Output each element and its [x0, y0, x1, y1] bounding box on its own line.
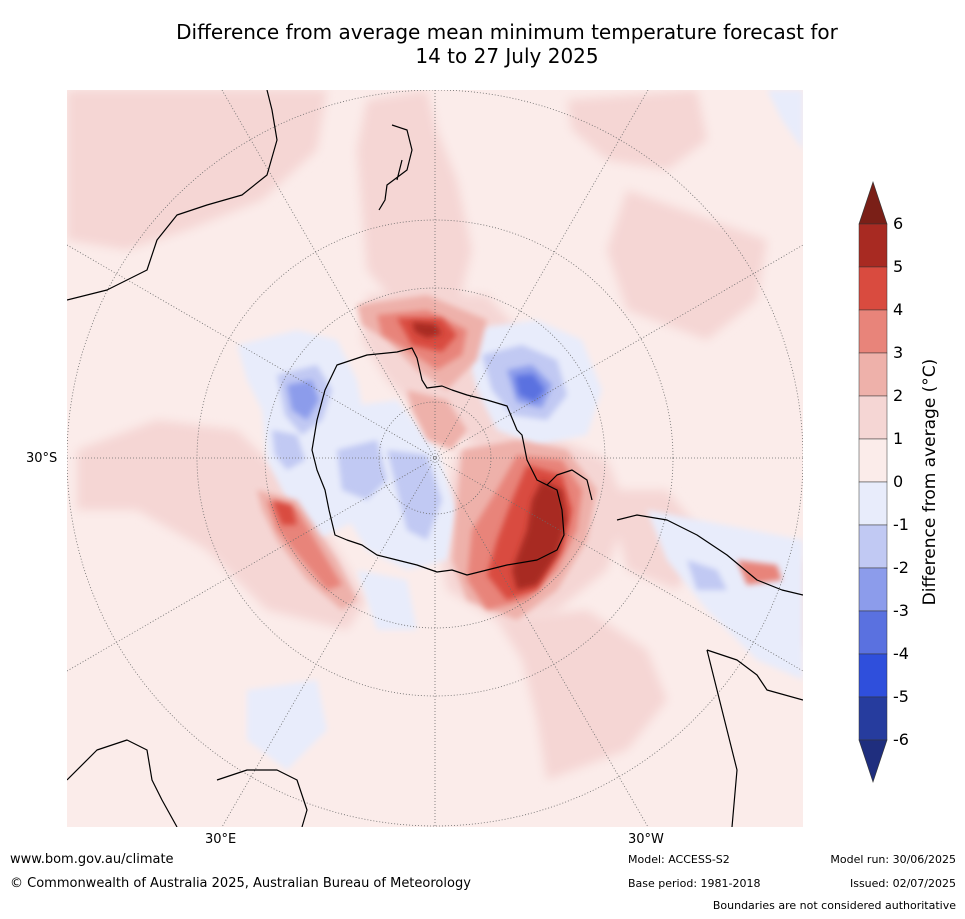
colorbar-segment	[858, 610, 888, 655]
colorbar-extension-max	[858, 181, 888, 225]
anomaly-minus2-fill	[272, 345, 727, 590]
colorbar-tick-label: -5	[893, 687, 909, 706]
colorbar-tick-label: -4	[893, 644, 909, 663]
africa-coast	[67, 739, 178, 827]
footer-website: www.bom.gov.au/climate	[10, 852, 174, 867]
colorbar-tick-label: 0	[893, 472, 904, 491]
colorbar-segment	[858, 266, 888, 311]
colorbar-extension-min	[858, 739, 888, 783]
australia-coast	[67, 90, 278, 301]
colorbar-tick-label: 5	[893, 257, 904, 276]
footer-issued: Issued: 02/07/2025	[849, 877, 956, 890]
anomaly-plus5-fill	[412, 322, 567, 590]
footer-base-period: Base period: 1981-2018	[628, 877, 761, 890]
south-america-coast	[616, 514, 803, 596]
colorbar-tick-label: 3	[893, 343, 904, 362]
antarctic-peninsula	[546, 469, 593, 501]
antarctica-coast	[311, 347, 565, 576]
lon-label-30e: 30°E	[205, 832, 237, 847]
lon-label-30w: 30°W	[628, 832, 664, 847]
colorbar	[858, 181, 888, 783]
graticule	[67, 90, 803, 827]
anomaly-minus4-fill	[515, 374, 545, 402]
colorbar-segment	[858, 524, 888, 569]
footer-model: Model: ACCESS-S2	[628, 853, 730, 866]
colorbar-tick-label: -2	[893, 558, 909, 577]
colorbar-segment	[858, 223, 888, 268]
title-line-2: 14 to 27 July 2025	[415, 44, 599, 68]
footer-copyright: © Commonwealth of Australia 2025, Austra…	[10, 876, 471, 891]
title-line-1: Difference from average mean minimum tem…	[176, 20, 838, 44]
coastlines	[67, 90, 803, 827]
footer-disclaimer: Boundaries are not considered authoritat…	[712, 899, 956, 912]
colorbar-tick-label: -1	[893, 515, 909, 534]
colorbar-segment	[858, 438, 888, 483]
madagascar	[216, 769, 308, 827]
colorbar-tick-label: 1	[893, 429, 904, 448]
south-america-south	[706, 649, 738, 827]
anomaly-minus1-fill	[237, 90, 803, 770]
colorbar-tick-label: 4	[893, 300, 904, 319]
colorbar-tick-label: -3	[893, 601, 909, 620]
south-america-east	[706, 649, 803, 701]
colorbar-segment	[858, 309, 888, 354]
colorbar-tick-label: 6	[893, 214, 904, 233]
colorbar-segment	[858, 567, 888, 612]
anomaly-map	[67, 90, 803, 827]
colorbar-segment	[858, 352, 888, 397]
chart-title: Difference from average mean minimum tem…	[0, 20, 965, 68]
colorbar-tick-label: 2	[893, 386, 904, 405]
footer-model-run: Model run: 30/06/2025	[830, 853, 956, 866]
lat-label-30s: 30°S	[26, 451, 58, 466]
colorbar-segment	[858, 395, 888, 440]
new-zealand	[378, 124, 413, 211]
colorbar-label: Difference from average (°C)	[920, 358, 940, 606]
colorbar-segment	[858, 481, 888, 526]
colorbar-segment	[858, 696, 888, 741]
colorbar-tick-label: -6	[893, 730, 909, 749]
colorbar-segment	[858, 653, 888, 698]
